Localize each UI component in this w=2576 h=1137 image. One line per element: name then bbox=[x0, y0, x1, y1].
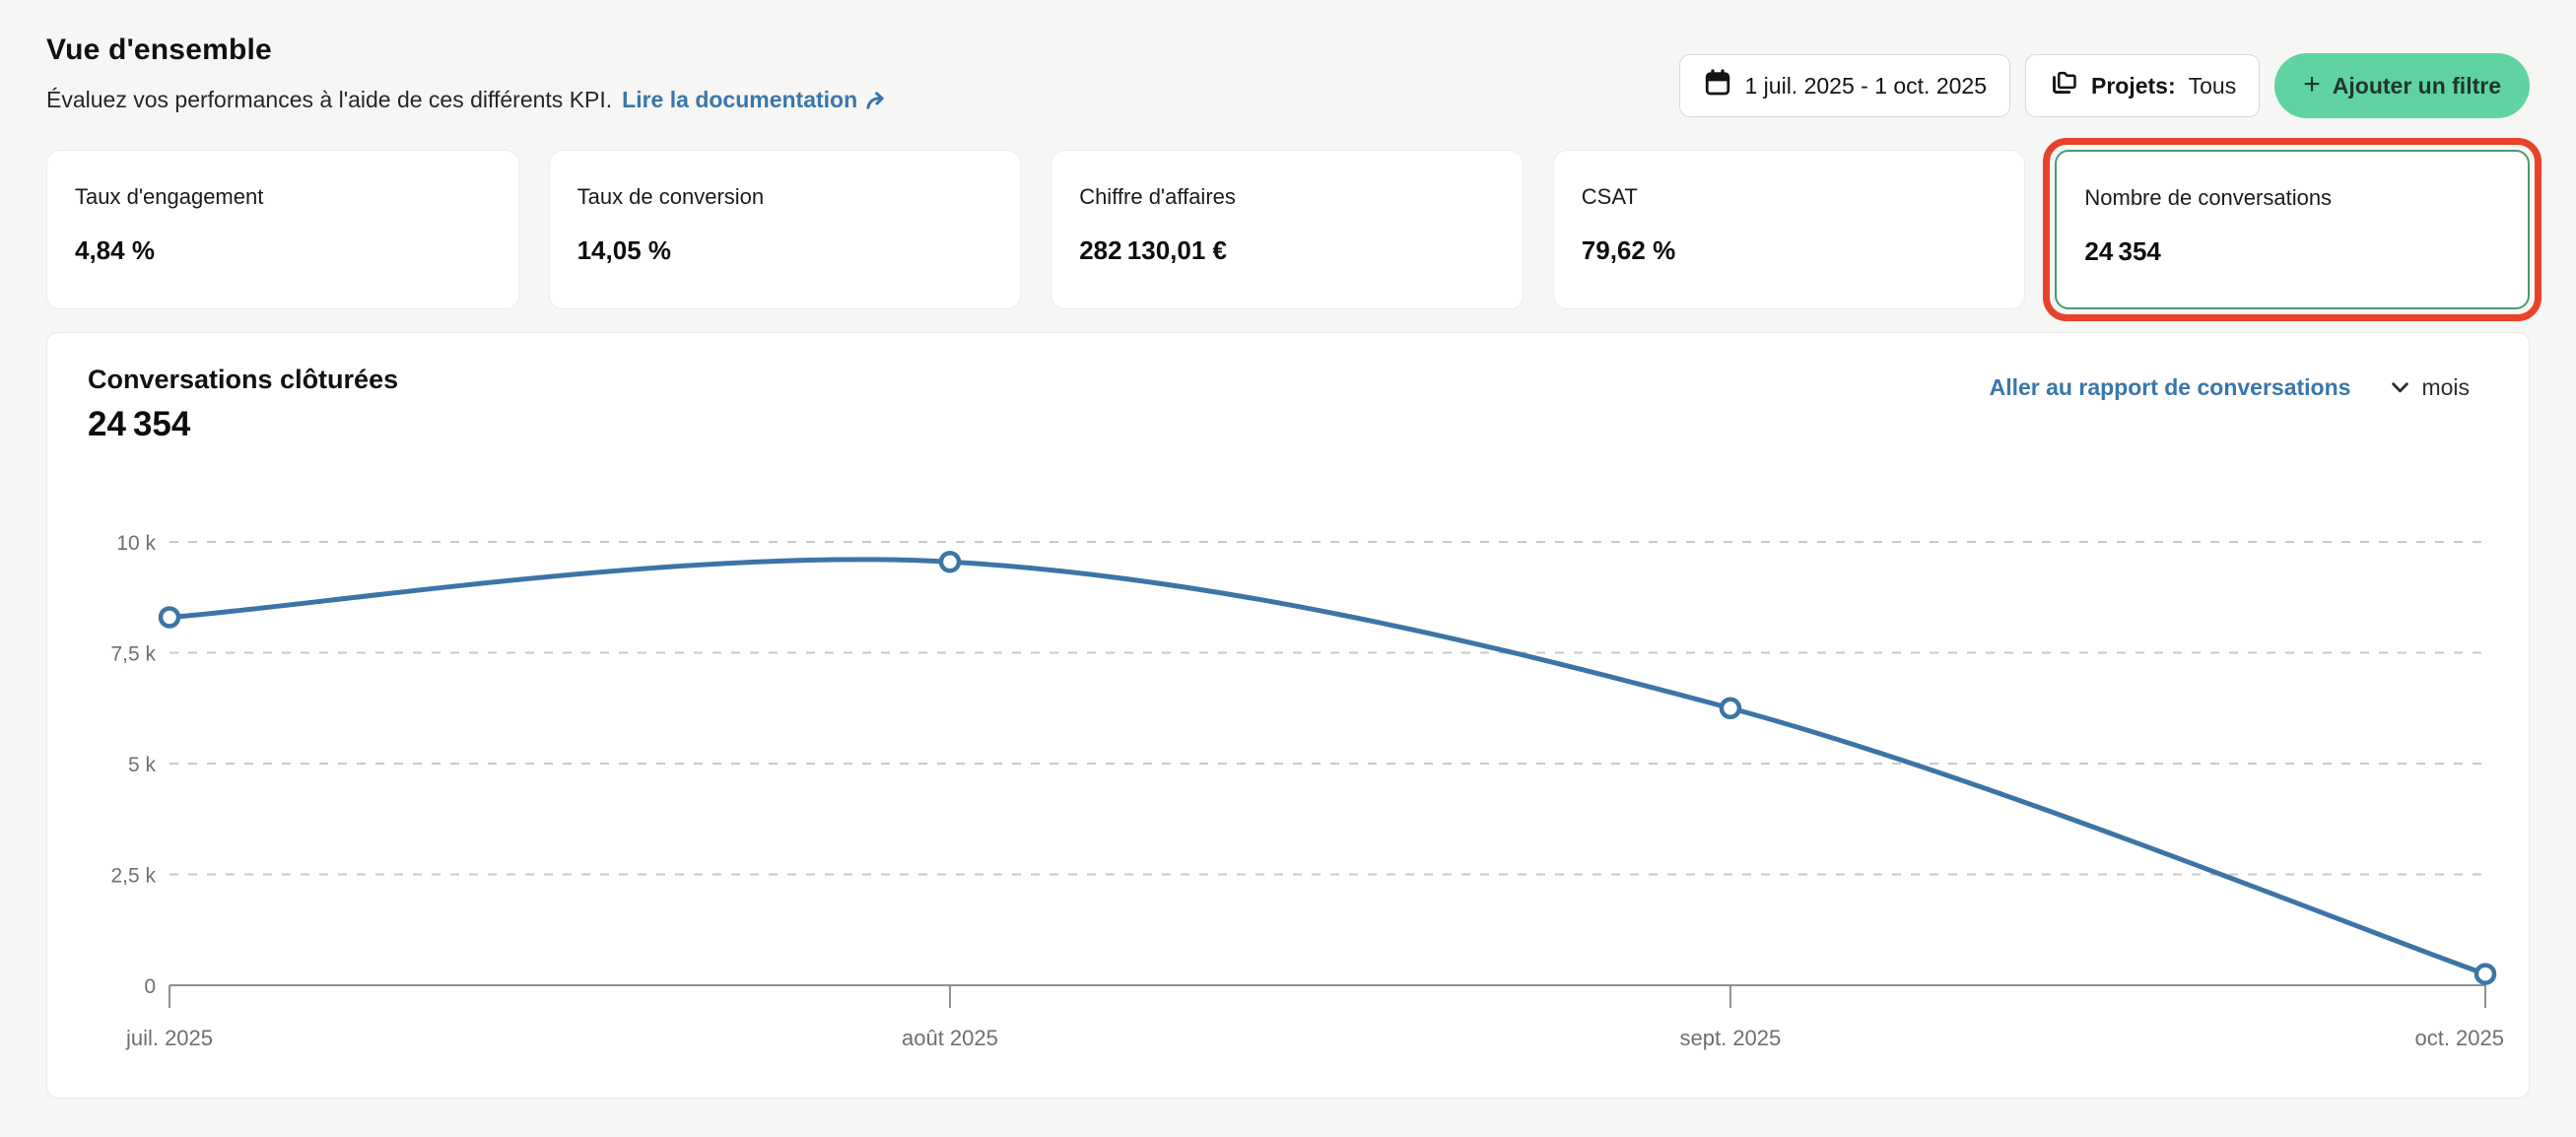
chart-data-points[interactable] bbox=[158, 551, 2497, 985]
conversations-line-chart: 0 2,5 k 5 k 7,5 k 10 k juil. 2025 août 2025 se… bbox=[110, 532, 2504, 1050]
chart-y-axis-labels: 0 2,5 k 5 k 7,5 k 10 k bbox=[110, 532, 156, 998]
kpi-label: Nombre de conversations bbox=[2084, 185, 2333, 210]
kpi-value: 79,62 % bbox=[1581, 235, 1676, 265]
svg-text:10 k: 10 k bbox=[116, 532, 156, 555]
kpi-card-conversion-rate[interactable]: Taux de conversion 14,05 % bbox=[548, 150, 1022, 309]
chart-x-axis-labels: juil. 2025 août 2025 sept. 2025 oct. 2025 bbox=[125, 1026, 2504, 1050]
date-range-label: 1 juil. 2025 - 1 oct. 2025 bbox=[1744, 72, 1988, 99]
external-arrow-icon bbox=[864, 89, 888, 112]
svg-text:5 k: 5 k bbox=[128, 754, 157, 776]
svg-text:août 2025: août 2025 bbox=[902, 1026, 998, 1050]
add-filter-button[interactable]: + Ajouter un filtre bbox=[2274, 53, 2530, 118]
page-subtitle-text: Évaluez vos performances à l'aide de ces… bbox=[46, 87, 613, 112]
kpi-value: 282 130,01 € bbox=[1079, 235, 1227, 265]
svg-text:0: 0 bbox=[144, 975, 156, 998]
documentation-link-label: Lire la documentation bbox=[622, 87, 858, 112]
kpi-card-revenue[interactable]: Chiffre d'affaires 282 130,01 € bbox=[1051, 150, 1524, 309]
chart-header-left: Conversations clôturées 24 354 bbox=[88, 365, 398, 444]
chevron-down-icon bbox=[2388, 375, 2412, 400]
kpi-row: Taux d'engagement 4,84 % Taux de convers… bbox=[46, 138, 2542, 321]
kpi-label: Taux de conversion bbox=[576, 184, 765, 209]
add-filter-label: Ajouter un filtre bbox=[2332, 72, 2501, 99]
page-header: Vue d'ensemble Évaluez vos performances … bbox=[46, 0, 2530, 118]
page-header-left: Vue d'ensemble Évaluez vos performances … bbox=[46, 33, 888, 113]
documentation-link[interactable]: Lire la documentation bbox=[622, 87, 888, 113]
chart-header-right: Aller au rapport de conversations mois bbox=[1990, 374, 2470, 401]
closed-conversations-card: Conversations clôturées 24 354 Aller au … bbox=[46, 332, 2530, 1099]
granularity-select[interactable]: mois bbox=[2388, 374, 2470, 401]
conversations-report-link[interactable]: Aller au rapport de conversations bbox=[1989, 374, 2351, 400]
chart-line-series bbox=[167, 557, 2488, 977]
page-subtitle: Évaluez vos performances à l'aide de ces… bbox=[46, 87, 888, 113]
granularity-value: mois bbox=[2421, 374, 2470, 400]
plus-icon: + bbox=[2303, 68, 2321, 100]
page-title: Vue d'ensemble bbox=[46, 33, 272, 66]
svg-text:2,5 k: 2,5 k bbox=[110, 865, 156, 888]
date-range-button[interactable]: 1 juil. 2025 - 1 oct. 2025 bbox=[1678, 54, 2010, 117]
annotation-highlight-ring bbox=[2043, 138, 2542, 321]
kpi-label: Chiffre d'affaires bbox=[1079, 184, 1236, 209]
svg-text:oct. 2025: oct. 2025 bbox=[2414, 1026, 2504, 1050]
kpi-label: CSAT bbox=[1581, 184, 1638, 209]
kpi-card-csat[interactable]: CSAT 79,62 % bbox=[1552, 150, 2026, 309]
projects-icon bbox=[2049, 68, 2078, 103]
kpi-card-engagement-rate[interactable]: Taux d'engagement 4,84 % bbox=[46, 150, 519, 309]
chart-x-axis bbox=[169, 984, 2486, 1008]
kpi-card-conversation-count[interactable]: Nombre de conversations 24 354 bbox=[2043, 138, 2542, 321]
projects-filter-label: Projets: bbox=[2091, 72, 2176, 99]
svg-text:sept. 2025: sept. 2025 bbox=[1680, 1026, 1782, 1050]
kpi-value: 14,05 % bbox=[576, 235, 671, 265]
kpi-value: 24 354 bbox=[2084, 236, 2161, 266]
svg-text:juil. 2025: juil. 2025 bbox=[125, 1026, 213, 1050]
projects-filter-value: Tous bbox=[2188, 72, 2237, 99]
chart-gridlines bbox=[169, 541, 2491, 876]
chart-total-value: 24 354 bbox=[88, 405, 191, 443]
filter-controls: 1 juil. 2025 - 1 oct. 2025 Projets: Tous… bbox=[1678, 53, 2530, 118]
projects-filter-button[interactable]: Projets: Tous bbox=[2025, 54, 2261, 117]
kpi-value: 4,84 % bbox=[75, 235, 155, 265]
svg-text:7,5 k: 7,5 k bbox=[110, 643, 156, 666]
calendar-icon bbox=[1703, 68, 1732, 103]
kpi-label: Taux d'engagement bbox=[75, 184, 264, 209]
chart-header: Conversations clôturées 24 354 Aller au … bbox=[47, 333, 2529, 444]
chart-title: Conversations clôturées bbox=[88, 365, 399, 394]
